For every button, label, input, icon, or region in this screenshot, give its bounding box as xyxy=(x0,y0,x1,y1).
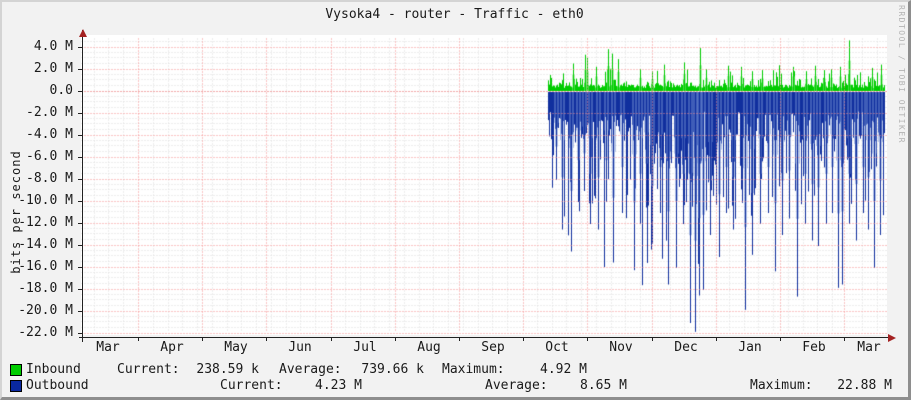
x-tick-label: Jan xyxy=(738,340,762,355)
x-tick-label: Apr xyxy=(160,340,184,355)
outbound-average-value: 8.65 M xyxy=(580,378,627,393)
y-tick-label: -6.0 M xyxy=(26,149,73,164)
y-axis-tick xyxy=(78,179,83,180)
y-tick-label: 2.0 M xyxy=(33,61,73,76)
outbound-legend-swatch xyxy=(10,380,22,392)
x-tick-label: Nov xyxy=(609,340,633,355)
y-axis-tick xyxy=(78,91,83,92)
y-tick-label: 4.0 M xyxy=(33,39,73,54)
y-axis-tick xyxy=(78,47,83,48)
inbound-current-value: 238.59 k xyxy=(196,362,259,377)
x-tick-label: Jun xyxy=(288,340,312,355)
x-axis-tick xyxy=(331,338,332,341)
x-axis-tick xyxy=(202,338,203,341)
y-tick-label: 0.0 xyxy=(49,83,73,98)
inbound-average-value: 739.66 k xyxy=(361,362,424,377)
x-tick-label: Aug xyxy=(417,340,441,355)
outbound-current-label: Current: xyxy=(220,378,283,393)
inbound-label: Inbound xyxy=(26,362,81,377)
inbound-average-label: Average: xyxy=(279,362,342,377)
x-axis-tick xyxy=(138,338,139,341)
x-tick-label: Sep xyxy=(481,340,505,355)
traffic-chart-canvas xyxy=(81,35,887,335)
x-tick-label: Dec xyxy=(674,340,698,355)
inbound-legend-swatch xyxy=(10,364,22,376)
y-tick-label: -10.0 M xyxy=(18,193,73,208)
x-tick-label: Mar xyxy=(96,340,120,355)
inbound-current-label: Current: xyxy=(117,362,180,377)
y-tick-label: -18.0 M xyxy=(18,281,73,296)
y-axis-tick xyxy=(78,201,83,202)
y-tick-label: -20.0 M xyxy=(18,303,73,318)
y-axis-tick xyxy=(78,135,83,136)
y-tick-label: -8.0 M xyxy=(26,171,73,186)
x-axis-tick xyxy=(395,338,396,341)
y-axis-tick xyxy=(78,333,83,334)
y-axis-tick xyxy=(78,245,83,246)
y-axis-tick xyxy=(78,289,83,290)
outbound-label: Outbound xyxy=(26,378,89,393)
y-axis-tick xyxy=(78,311,83,312)
outbound-current-value: 4.23 M xyxy=(315,378,362,393)
x-tick-label: Oct xyxy=(545,340,569,355)
y-tick-label: -22.0 M xyxy=(18,325,73,340)
x-axis-tick xyxy=(587,338,588,341)
y-axis-arrow-icon xyxy=(79,29,87,37)
outbound-maximum-label: Maximum: xyxy=(750,378,813,393)
x-tick-label: May xyxy=(224,340,248,355)
x-axis-tick xyxy=(780,338,781,341)
outbound-average-label: Average: xyxy=(485,378,548,393)
x-axis-line xyxy=(79,337,889,338)
inbound-maximum-value: 4.92 M xyxy=(540,362,587,377)
y-tick-label: -12.0 M xyxy=(18,215,73,230)
y-axis-tick xyxy=(78,223,83,224)
x-axis-tick xyxy=(459,338,460,341)
outbound-maximum-value: 22.88 M xyxy=(837,378,892,393)
y-axis-tick xyxy=(78,113,83,114)
y-axis-line xyxy=(82,30,83,342)
rrdtool-watermark: RRDTOOL / TOBI OETIKER xyxy=(897,5,906,144)
graph-title: Vysoka4 - router - Traffic - eth0 xyxy=(325,7,584,22)
x-axis-tick xyxy=(652,338,653,341)
x-axis-tick xyxy=(523,338,524,341)
x-axis-tick xyxy=(266,338,267,341)
x-axis-tick xyxy=(716,338,717,341)
y-tick-label: -14.0 M xyxy=(18,237,73,252)
x-tick-label: Mar xyxy=(857,340,881,355)
x-tick-label: Jul xyxy=(353,340,377,355)
y-axis-tick xyxy=(78,157,83,158)
y-axis-tick xyxy=(78,69,83,70)
y-tick-label: -2.0 M xyxy=(26,105,73,120)
inbound-maximum-label: Maximum: xyxy=(442,362,505,377)
x-axis-arrow-icon xyxy=(888,334,896,342)
x-axis-tick xyxy=(844,338,845,341)
y-axis-tick xyxy=(78,267,83,268)
y-tick-label: -16.0 M xyxy=(18,259,73,274)
x-tick-label: Feb xyxy=(802,340,826,355)
y-tick-label: -4.0 M xyxy=(26,127,73,142)
